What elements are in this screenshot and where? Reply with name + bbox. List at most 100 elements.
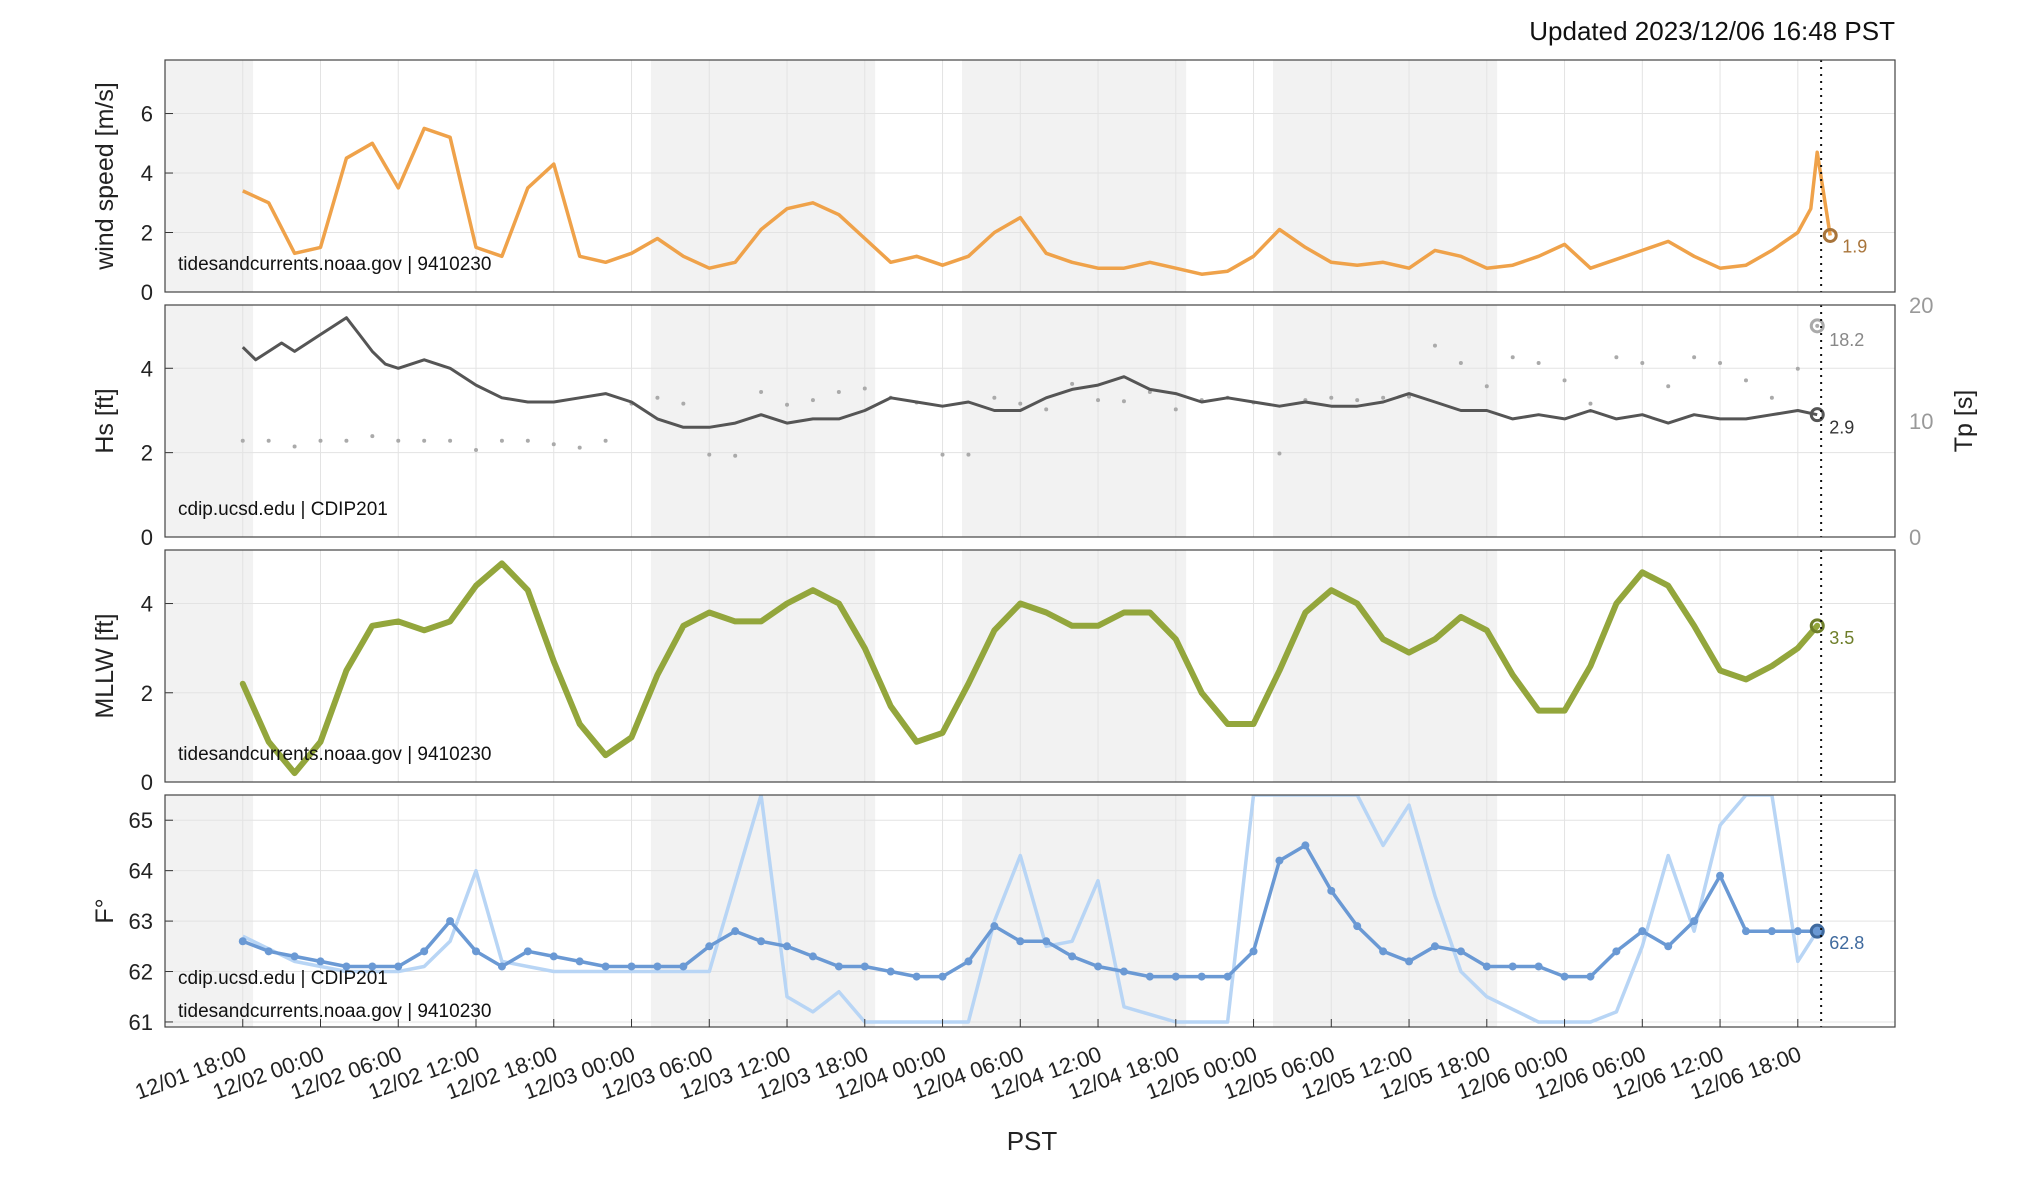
cdip-temp-point (316, 957, 325, 966)
tp-point (707, 452, 712, 457)
night-band (961, 550, 1187, 782)
panel-frame (164, 59, 1896, 293)
y-tick-label: 0 (141, 770, 153, 795)
tp-point (1666, 384, 1671, 389)
cdip-temp-point (1119, 967, 1128, 976)
tp-point (1795, 366, 1800, 371)
tp-point (1458, 361, 1463, 365)
cdip-temp-point (1042, 937, 1051, 946)
cdip-temp-point (808, 952, 817, 961)
night-band (1272, 60, 1498, 292)
y-tick-label: 4 (141, 161, 153, 186)
tp-point (1277, 451, 1282, 456)
y-right-tick-label: 20 (1909, 293, 1933, 318)
current-marker (1822, 227, 1838, 243)
current-value-label-right: 18.2 (1829, 330, 1864, 350)
tp-point (1096, 398, 1101, 403)
tp-point (1070, 381, 1075, 386)
tp-point (1329, 395, 1334, 400)
tp-point (499, 438, 504, 443)
tp-point (1381, 395, 1386, 400)
tide-series-line (239, 560, 1821, 777)
current-value-label: 3.5 (1829, 628, 1854, 648)
tp-point (448, 438, 453, 443)
cdip-temp-point (575, 957, 584, 966)
cdip-temp-point (1327, 886, 1336, 895)
tp-point (1018, 401, 1023, 406)
cdip-temp-point (1223, 972, 1232, 981)
tp-point (525, 438, 530, 443)
cdip-temp-point (368, 962, 377, 971)
cdip-temp-point (472, 947, 481, 956)
tp-point (577, 445, 582, 450)
tp-point (862, 386, 867, 391)
cdip-temp-point (990, 922, 999, 931)
tp-point (1121, 399, 1126, 404)
cdip-temp-point (1197, 972, 1206, 981)
tp-point (681, 401, 686, 406)
cdip-temp-point (1275, 856, 1284, 865)
cdip-temp-point (653, 962, 662, 971)
cdip-temp-point (601, 962, 610, 971)
hs-series-line (241, 316, 1818, 429)
y-right-tick-label: 0 (1909, 525, 1921, 550)
cdip-temp-point (1430, 942, 1439, 951)
current-marker-right (1809, 318, 1825, 334)
cdip-temp-point (731, 927, 740, 936)
tp-point (1536, 361, 1541, 365)
cdip-temp-point (420, 947, 429, 956)
night-band (961, 305, 1187, 537)
y-axis-label: F° (91, 898, 119, 923)
panel-frame (164, 304, 1896, 538)
panels: 0 2 4 6 1.9 tidesandcurrents.noaa.gov | 94102… (91, 59, 1978, 1035)
cdip-temp-point (1612, 947, 1621, 956)
tp-point (1718, 361, 1723, 365)
cdip-temp-point (964, 957, 973, 966)
tp-point (292, 444, 297, 449)
panel-4: 61 62 63 64 65 62.8 cdip.ucsd.edu | CDIP201 tid… (91, 794, 1896, 1035)
wind-series-line (242, 126, 1832, 276)
y-tick-label: 2 (141, 221, 153, 246)
tp-point (1407, 394, 1412, 399)
plot-area (240, 316, 1820, 458)
tp-point (655, 395, 660, 400)
cdip-temp-point (1456, 947, 1465, 956)
tp-point (966, 452, 971, 457)
cdip-temp-point (1638, 927, 1647, 936)
cdip-temp-point (1560, 972, 1569, 981)
cdip-temp-point (523, 947, 532, 956)
y-axis-label: wind speed [m/s] (91, 82, 119, 271)
y-right-tick-label: 10 (1909, 409, 1933, 434)
current-marker (1809, 407, 1825, 423)
tp-point (1044, 407, 1049, 412)
tp-point (1743, 378, 1748, 383)
cdip-temp-point (1016, 937, 1025, 946)
cdip-temp-point (1767, 927, 1776, 936)
night-band (165, 550, 254, 782)
source-label-1: cdip.ucsd.edu | CDIP201 (178, 968, 388, 989)
panel-3: 0 2 4 3.5 tidesandcurrents.noaa.gov | 941023… (91, 549, 1896, 795)
cdip-temp-point (290, 952, 299, 961)
source-label: tidesandcurrents.noaa.gov | 9410230 (178, 744, 491, 765)
panel-frame (164, 794, 1896, 1028)
cdip-temp-point (1534, 962, 1543, 971)
night-band (1272, 550, 1498, 782)
tp-point (1614, 355, 1619, 360)
tp-point (266, 438, 271, 443)
cdip-temp-point (1508, 962, 1517, 971)
cdip-temp-point (1094, 962, 1103, 971)
y-tick-label: 0 (141, 280, 153, 305)
cdip-temp-line (242, 843, 1818, 979)
source-label-2: tidesandcurrents.noaa.gov | 9410230 (178, 1001, 491, 1022)
cdip-temp-point (1301, 841, 1310, 850)
y-tick-label: 0 (141, 525, 153, 550)
current-value-label: 62.8 (1829, 933, 1864, 953)
tp-point (1355, 398, 1360, 403)
cdip-temp-point (549, 952, 558, 961)
night-band (1272, 305, 1498, 537)
plot-area (242, 126, 1832, 276)
current-marker (1809, 618, 1825, 634)
cdip-temp-point (1379, 947, 1388, 956)
tp-point (1484, 384, 1489, 389)
cdip-temp-point (1249, 947, 1258, 956)
